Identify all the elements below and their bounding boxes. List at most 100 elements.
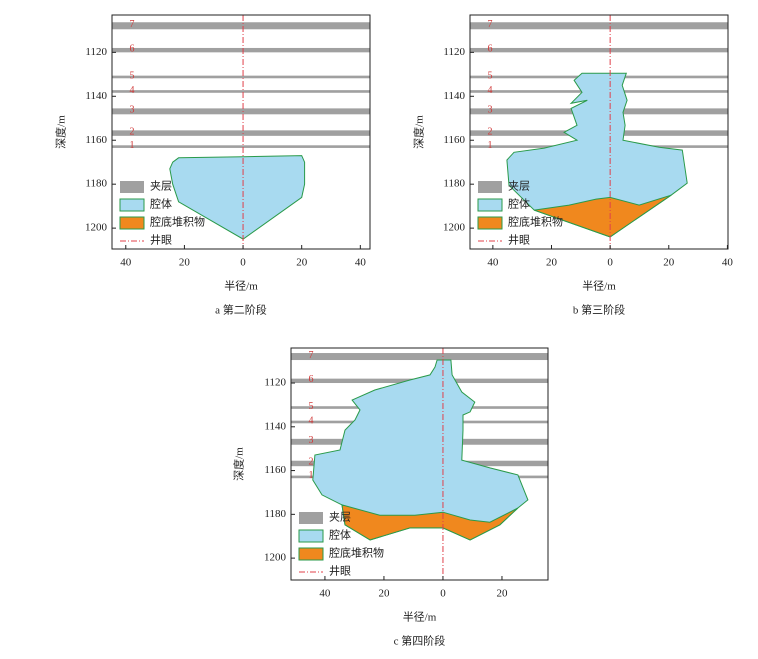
y-tick-label: 1200 <box>443 222 466 234</box>
legend-swatch <box>478 181 502 193</box>
legend-swatch <box>120 181 144 193</box>
layer-number: 1 <box>309 470 314 481</box>
x-tick-label: 20 <box>296 257 308 269</box>
legend-swatch <box>298 547 324 561</box>
layer-number: 3 <box>488 105 493 116</box>
x-axis-title: 半径/m <box>224 279 258 293</box>
legend-swatch <box>477 216 503 230</box>
layer-number: 1 <box>488 140 493 151</box>
legend-swatch <box>298 529 324 543</box>
y-tick-label: 1180 <box>264 508 286 520</box>
layer-number: 6 <box>488 43 493 54</box>
legend-swatch <box>299 512 323 524</box>
y-tick-label: 1120 <box>264 377 286 389</box>
y-axis-title: 深度/m <box>54 115 68 149</box>
y-tick-label: 1120 <box>443 46 465 58</box>
interlayer <box>112 22 370 30</box>
legend-label: 腔底堆积物 <box>150 215 205 229</box>
cavity <box>169 155 306 240</box>
layer-number: 6 <box>130 43 135 54</box>
x-tick-label: 20 <box>378 588 390 600</box>
y-axis-title: 深度/m <box>412 115 426 149</box>
interlayer <box>112 145 370 148</box>
layer-number: 4 <box>130 85 135 96</box>
interlayer <box>291 353 548 361</box>
y-tick-label: 1200 <box>85 222 108 234</box>
layer-number: 5 <box>309 401 314 412</box>
x-tick-label: 20 <box>546 257 558 269</box>
plot-area: 7 6 5 4 3 2 1 <box>112 15 370 249</box>
y-tick-label: 1140 <box>443 90 465 102</box>
interlayer <box>112 47 370 53</box>
layer-number: 7 <box>130 19 135 30</box>
y-tick-label: 1140 <box>85 90 107 102</box>
legend-swatch <box>477 198 503 212</box>
layer-number: 6 <box>309 374 314 385</box>
y-tick-label: 1160 <box>443 134 465 146</box>
layer-number: 5 <box>130 70 135 81</box>
y-tick-label: 1180 <box>443 178 465 190</box>
x-tick-label: 20 <box>179 257 191 269</box>
sediment <box>534 194 672 238</box>
layer-number: 3 <box>309 435 314 446</box>
x-tick-label: 20 <box>663 257 675 269</box>
y-tick-label: 1140 <box>264 420 286 432</box>
plot-frame <box>111 14 371 250</box>
plot-frame <box>290 347 549 581</box>
layer-number: 4 <box>488 85 493 96</box>
y-axis-title: 深度/m <box>232 447 246 481</box>
legend-swatch <box>119 216 145 230</box>
caption: c 第四阶段 <box>394 634 446 648</box>
interlayer <box>112 90 370 93</box>
x-tick-label: 0 <box>607 257 613 269</box>
legend-label: 腔底堆积物 <box>508 215 563 229</box>
legend-label: 井眼 <box>508 233 530 247</box>
legend-label: 井眼 <box>329 564 351 578</box>
layer-number: 2 <box>309 457 314 468</box>
legend-swatch <box>119 198 145 212</box>
cavity <box>506 72 688 238</box>
interlayer <box>470 22 728 30</box>
layer-number: 2 <box>488 126 493 137</box>
legend-label: 腔体 <box>329 528 351 542</box>
x-tick-label: 40 <box>120 257 132 269</box>
interlayer <box>470 47 728 53</box>
layer-number: 7 <box>488 19 493 30</box>
layer-number: 5 <box>488 70 493 81</box>
layer-number: 2 <box>130 126 135 137</box>
interlayer <box>112 108 370 115</box>
layer-number: 1 <box>130 140 135 151</box>
legend-label: 夹层 <box>150 180 172 193</box>
legend-label: 夹层 <box>329 511 351 524</box>
plot-frame <box>469 14 729 250</box>
y-tick-label: 1200 <box>264 552 287 564</box>
y-tick-label: 1120 <box>85 46 107 58</box>
x-tick-label: 40 <box>355 257 367 269</box>
x-tick-label: 0 <box>240 257 246 269</box>
interlayer <box>112 130 370 136</box>
legend-label: 腔底堆积物 <box>329 546 384 560</box>
legend-label: 腔体 <box>508 197 530 211</box>
layer-number: 4 <box>309 415 314 426</box>
layer-number: 7 <box>309 350 314 361</box>
interlayer <box>112 75 370 79</box>
x-tick-label: 40 <box>319 588 331 600</box>
legend-label: 夹层 <box>508 180 530 193</box>
y-tick-label: 1180 <box>85 178 107 190</box>
caption: a 第二阶段 <box>215 303 267 317</box>
layer-number: 3 <box>130 105 135 116</box>
x-tick-label: 40 <box>487 257 499 269</box>
y-tick-label: 1160 <box>264 464 286 476</box>
x-tick-label: 40 <box>722 257 734 269</box>
caption: b 第三阶段 <box>573 303 625 317</box>
legend-label: 井眼 <box>150 233 172 247</box>
legend-label: 腔体 <box>150 197 172 211</box>
sediment <box>341 504 519 541</box>
y-tick-label: 1160 <box>85 134 107 146</box>
plot-area: 7 6 5 4 3 2 1 <box>470 15 728 249</box>
x-axis-title: 半径/m <box>582 279 616 293</box>
x-tick-label: 0 <box>440 588 446 600</box>
plot-area: 7 6 5 4 3 2 1 <box>291 348 548 580</box>
x-axis-title: 半径/m <box>403 610 437 624</box>
